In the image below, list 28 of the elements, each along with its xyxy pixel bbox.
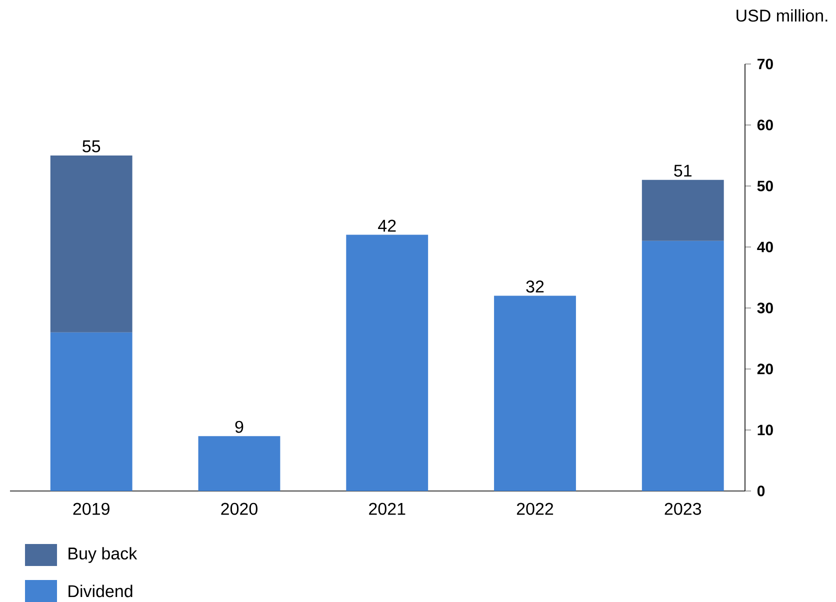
y-tick-label: 20 <box>757 364 773 374</box>
bar <box>50 156 132 332</box>
bar <box>346 234 428 491</box>
x-tick-label: 2020 <box>221 502 258 515</box>
total-label: 42 <box>378 220 396 232</box>
total-label: 51 <box>674 164 692 177</box>
y-tick-label: 40 <box>757 242 773 252</box>
x-tick-label: 2021 <box>369 502 406 515</box>
bar <box>642 180 724 241</box>
bar <box>494 296 576 491</box>
legend-label: Dividend <box>68 584 132 598</box>
y-tick-label: 50 <box>757 180 773 192</box>
y-tick-label: 70 <box>758 58 773 70</box>
y-tick-label: 30 <box>757 302 773 314</box>
x-tick-label: 2019 <box>73 502 110 515</box>
y-tick-label: 10 <box>758 424 773 436</box>
y-tick-label: 0 <box>757 486 765 496</box>
y-axis-title: USD million. <box>736 9 828 22</box>
bar <box>642 240 724 491</box>
y-tick-label: 60 <box>757 120 773 130</box>
bar <box>50 332 132 491</box>
total-label: 55 <box>82 140 100 152</box>
bar <box>198 436 280 491</box>
x-tick-label: 2023 <box>664 502 702 515</box>
total-label: 9 <box>235 420 244 433</box>
x-tick-label: 2022 <box>516 502 554 515</box>
legend-label: Buy back <box>68 547 138 563</box>
total-label: 32 <box>526 280 544 293</box>
